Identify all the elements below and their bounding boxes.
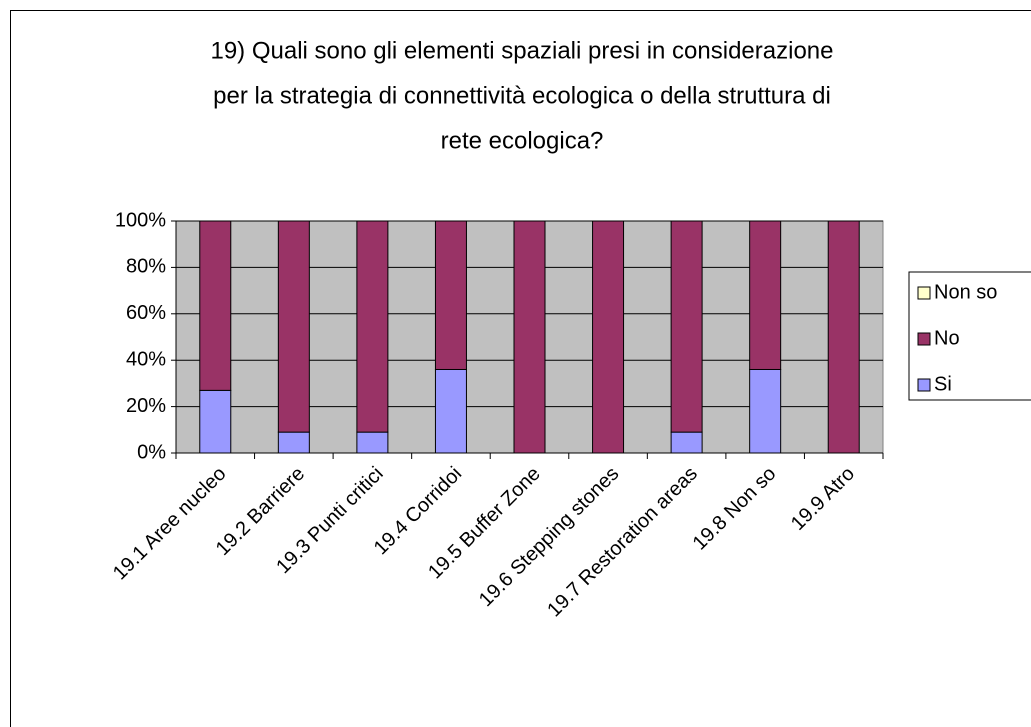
legend-label: No bbox=[934, 327, 960, 349]
chart-title: per la strategia di connettività ecologi… bbox=[213, 82, 831, 109]
y-tick-label: 60% bbox=[126, 302, 166, 324]
y-tick-label: 80% bbox=[126, 256, 166, 278]
y-tick-label: 100% bbox=[115, 209, 166, 231]
chart-title: 19) Quali sono gli elementi spaziali pre… bbox=[210, 37, 833, 64]
bar-segment bbox=[592, 220, 625, 454]
bar-segment bbox=[670, 431, 703, 454]
legend-swatch bbox=[917, 378, 931, 392]
bar-segment bbox=[513, 220, 546, 454]
bar-segment bbox=[827, 220, 860, 454]
bar-segment bbox=[434, 368, 467, 454]
bar-segment bbox=[749, 368, 782, 454]
legend-label: Non so bbox=[934, 281, 997, 303]
legend-swatch bbox=[917, 332, 931, 346]
bar-segment bbox=[670, 220, 703, 433]
bar-segment bbox=[277, 220, 310, 433]
bar-segment bbox=[356, 431, 389, 454]
bar-segment bbox=[356, 220, 389, 433]
y-tick-label: 40% bbox=[126, 348, 166, 370]
chart-title: rete ecologica? bbox=[441, 127, 604, 154]
bar-segment bbox=[277, 431, 310, 454]
bar-segment bbox=[199, 389, 232, 454]
legend-swatch bbox=[917, 286, 931, 300]
bar-segment bbox=[434, 220, 467, 370]
bar-segment bbox=[199, 220, 232, 391]
y-tick-label: 0% bbox=[137, 441, 166, 463]
legend-label: Si bbox=[934, 373, 952, 395]
bar-segment bbox=[749, 220, 782, 370]
y-tick-label: 20% bbox=[126, 395, 166, 417]
